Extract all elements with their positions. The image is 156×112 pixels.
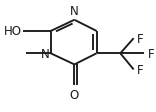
Text: HO: HO bbox=[4, 25, 22, 38]
Text: F: F bbox=[137, 32, 144, 45]
Text: N: N bbox=[70, 5, 79, 18]
Text: F: F bbox=[137, 63, 144, 76]
Text: N: N bbox=[40, 47, 49, 60]
Text: O: O bbox=[70, 88, 79, 101]
Text: F: F bbox=[148, 47, 154, 60]
